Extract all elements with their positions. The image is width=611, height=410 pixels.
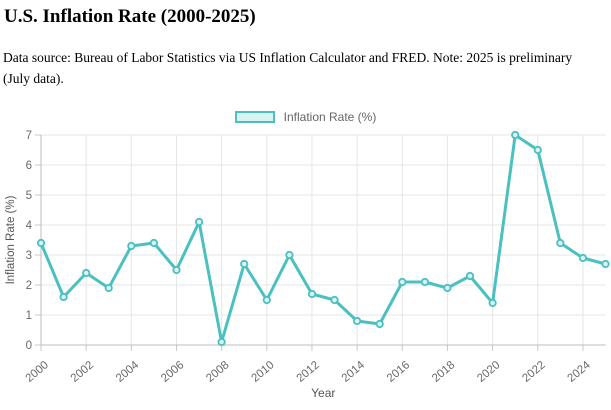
x-tick-label: 2024 [566,359,594,385]
data-point-2009[interactable] [240,259,249,269]
data-point-2024[interactable] [578,253,588,263]
data-point-2000[interactable] [36,238,46,248]
data-point-2008[interactable] [217,337,226,347]
y-tick-label: 1 [26,310,32,322]
data-point-2003[interactable] [104,283,113,293]
series-line [39,133,607,344]
x-tick-label: 2010 [249,359,276,385]
data-point-2010[interactable] [262,295,271,305]
data-point-2005[interactable] [149,238,158,248]
data-point-2017[interactable] [420,277,429,287]
data-point-2014[interactable] [352,316,362,326]
chart-legend[interactable]: Inflation Rate (%) [0,108,611,126]
data-point-2025[interactable] [601,259,610,269]
data-point-2011[interactable] [285,250,294,260]
x-tick-label: 2002 [69,359,96,385]
x-tick-label: 2012 [295,359,322,385]
legend-label: Inflation Rate (%) [283,110,377,124]
x-axis-title: Year [311,386,335,400]
inflation-line-chart[interactable]: 0 1 2 3 4 5 6 7 2000 2002 2004 2006 2008 2010 2012 2014… [0,100,611,410]
data-point-2016[interactable] [398,277,407,287]
data-point-2019[interactable] [465,271,475,281]
data-point-2004[interactable] [127,241,136,251]
x-tick-label: 2004 [114,359,142,385]
data-point-2022[interactable] [533,145,542,155]
data-point-2020[interactable] [488,298,497,308]
page-subtitle: Data source: Bureau of Labor Statistics … [3,50,573,86]
page-title: U.S. Inflation Rate (2000-2025) [4,6,256,27]
y-tick-label: 7 [26,130,32,142]
data-point-2007[interactable] [195,217,204,227]
data-point-2013[interactable] [330,295,339,305]
x-tick-label: 2018 [430,359,457,385]
data-point-2006[interactable] [172,265,181,275]
x-tick-label: 2000 [24,359,51,385]
y-tick-label: 5 [26,190,32,202]
data-point-2001[interactable] [59,292,68,302]
data-point-2021[interactable] [511,130,520,140]
x-tick-label: 2008 [204,359,231,385]
data-point-2023[interactable] [556,238,565,248]
y-tick-label: 2 [26,280,32,292]
x-tick-label: 2014 [340,359,368,385]
x-tick-label: 2022 [520,359,547,385]
x-tick-label: 2016 [385,359,412,385]
y-tick-label: 6 [26,160,32,172]
y-tick-label: 0 [26,340,32,352]
y-axis-title: Inflation Rate (%) [5,195,17,284]
data-point-2015[interactable] [375,319,384,329]
x-tick-label: 2020 [475,359,502,385]
data-point-2002[interactable] [82,268,91,278]
y-tick-label: 4 [26,220,33,232]
data-point-2012[interactable] [307,289,317,299]
legend-swatch [234,111,275,123]
x-tick-label: 2006 [159,359,186,385]
y-tick-label: 3 [26,250,32,262]
data-point-2018[interactable] [443,283,452,293]
